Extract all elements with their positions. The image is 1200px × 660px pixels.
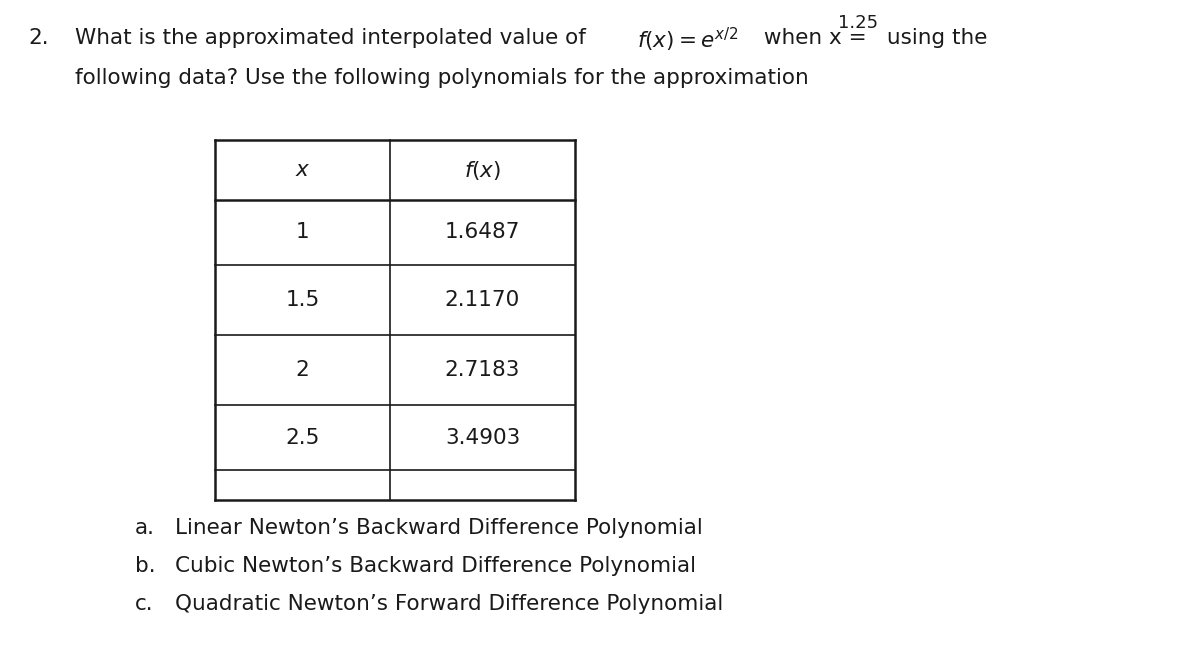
Text: 1.25: 1.25 [838, 14, 878, 32]
Text: when x =: when x = [757, 28, 874, 48]
Text: b.: b. [134, 556, 156, 576]
Text: 3.4903: 3.4903 [445, 428, 520, 447]
Text: Quadratic Newton’s Forward Difference Polynomial: Quadratic Newton’s Forward Difference Po… [175, 594, 724, 614]
Text: c.: c. [134, 594, 154, 614]
Text: $f(x) = e^{x/2}$: $f(x) = e^{x/2}$ [637, 26, 738, 54]
Text: 2.: 2. [28, 28, 49, 48]
Text: 2.1170: 2.1170 [445, 290, 520, 310]
Text: 2.7183: 2.7183 [445, 360, 520, 380]
Text: 1: 1 [295, 222, 310, 242]
Text: a.: a. [134, 518, 155, 538]
Text: 1.6487: 1.6487 [445, 222, 521, 242]
Text: 1.5: 1.5 [286, 290, 319, 310]
Text: What is the approximated interpolated value of: What is the approximated interpolated va… [74, 28, 593, 48]
Text: $f(x)$: $f(x)$ [464, 158, 502, 182]
Text: 2.5: 2.5 [286, 428, 319, 447]
Text: using the: using the [880, 28, 988, 48]
Text: Linear Newton’s Backward Difference Polynomial: Linear Newton’s Backward Difference Poly… [175, 518, 703, 538]
Text: 2: 2 [295, 360, 310, 380]
Text: Cubic Newton’s Backward Difference Polynomial: Cubic Newton’s Backward Difference Polyn… [175, 556, 696, 576]
Text: $x$: $x$ [295, 160, 311, 180]
Text: following data? Use the following polynomials for the approximation: following data? Use the following polyno… [74, 68, 809, 88]
